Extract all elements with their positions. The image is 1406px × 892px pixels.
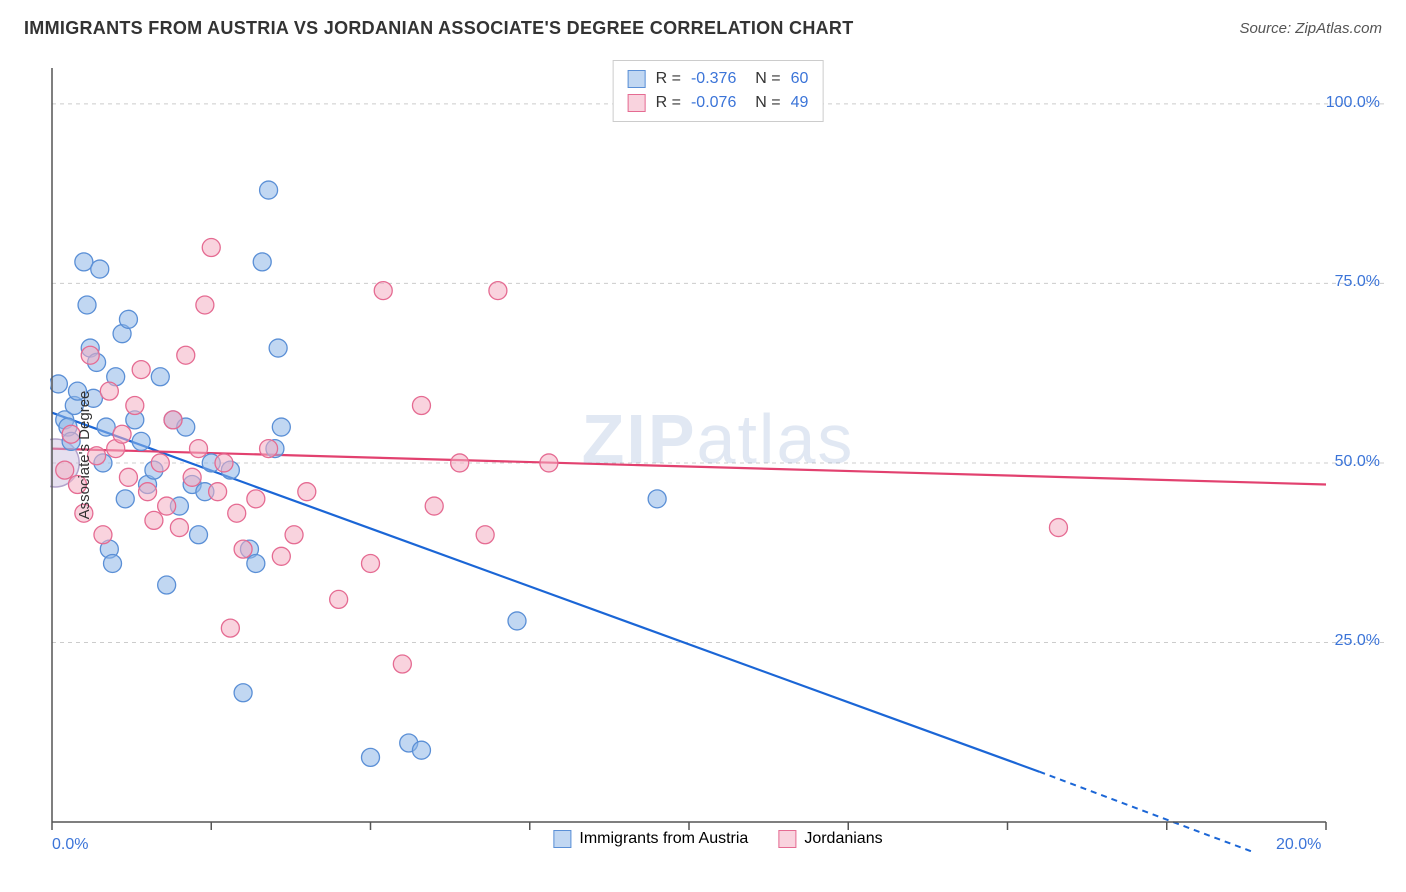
jordanians-n-value: 49 — [791, 91, 809, 115]
n-label: N = — [746, 91, 780, 115]
y-tick-label: 50.0% — [1335, 453, 1380, 471]
y-tick-label: 25.0% — [1335, 632, 1380, 650]
r-label: R = — [656, 91, 681, 115]
source-label: Source: ZipAtlas.com — [1239, 20, 1382, 37]
y-tick-label: 100.0% — [1326, 94, 1380, 112]
legend-stats: R = -0.376 N = 60 R = -0.076 N = 49 — [613, 60, 824, 122]
legend-stats-row: R = -0.376 N = 60 — [628, 67, 809, 91]
legend-label-austria: Immigrants from Austria — [579, 830, 748, 848]
swatch-austria — [628, 70, 646, 88]
swatch-jordanians — [628, 94, 646, 112]
legend-stats-row: R = -0.076 N = 49 — [628, 91, 809, 115]
austria-r-value: -0.376 — [691, 67, 736, 91]
legend-item-jordanians: Jordanians — [778, 830, 882, 848]
jordanians-r-value: -0.076 — [691, 91, 736, 115]
x-tick-label: 0.0% — [52, 836, 88, 854]
legend-item-austria: Immigrants from Austria — [553, 830, 748, 848]
chart-container: Associate's Degree ZIPatlas R = -0.376 N… — [50, 58, 1386, 852]
x-tick-label: 20.0% — [1276, 836, 1321, 854]
legend-label-jordanians: Jordanians — [804, 830, 882, 848]
swatch-jordanians — [778, 830, 796, 848]
y-tick-label: 75.0% — [1335, 273, 1380, 291]
swatch-austria — [553, 830, 571, 848]
r-label: R = — [656, 67, 681, 91]
y-axis-label: Associate's Degree — [76, 391, 93, 520]
scatter-chart — [50, 58, 1386, 852]
n-label: N = — [746, 67, 780, 91]
legend-series: Immigrants from Austria Jordanians — [553, 830, 882, 848]
page-title: IMMIGRANTS FROM AUSTRIA VS JORDANIAN ASS… — [24, 18, 854, 39]
austria-n-value: 60 — [791, 67, 809, 91]
